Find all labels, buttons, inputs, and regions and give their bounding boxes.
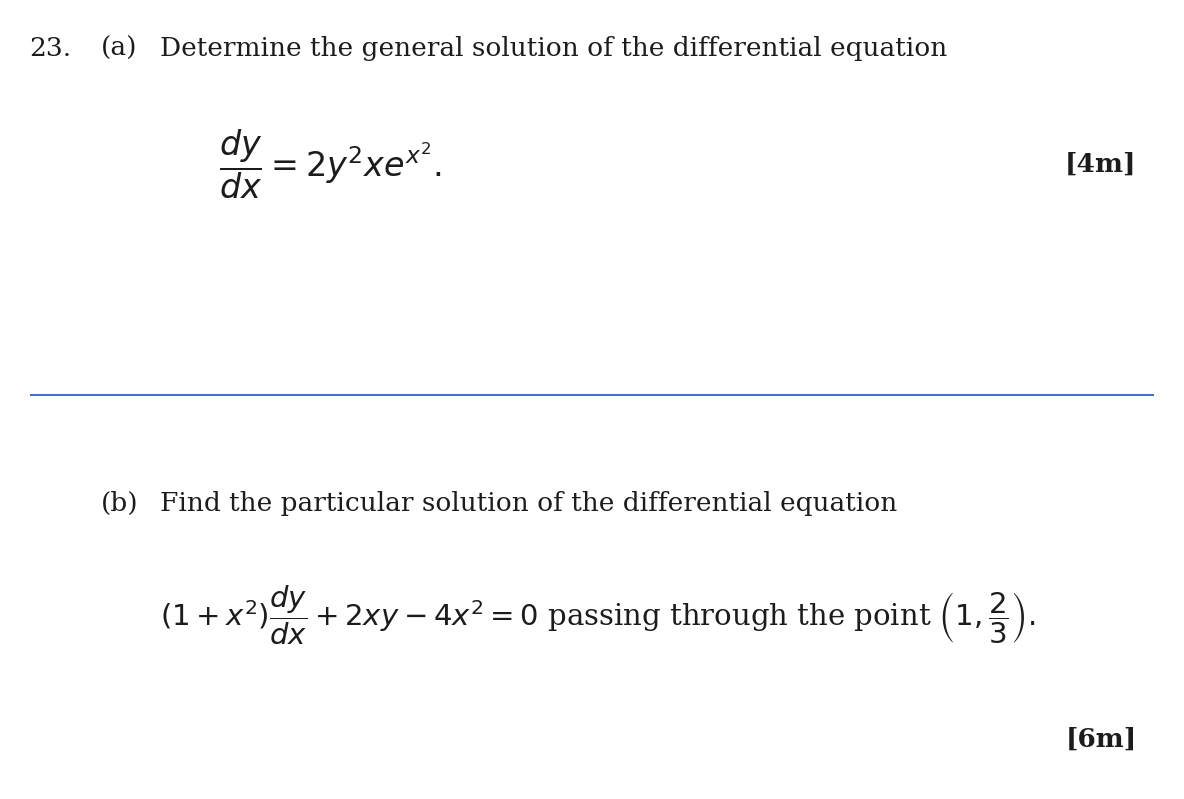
Text: Find the particular solution of the differential equation: Find the particular solution of the diff… — [160, 491, 897, 516]
Text: Determine the general solution of the differential equation: Determine the general solution of the di… — [160, 36, 947, 61]
Text: 23.: 23. — [30, 36, 72, 61]
Text: [6m]: [6m] — [1066, 726, 1137, 752]
Text: (a): (a) — [101, 36, 137, 61]
Text: (b): (b) — [101, 491, 139, 516]
Text: [4m]: [4m] — [1066, 151, 1137, 177]
Text: $(1+x^2)\dfrac{dy}{dx} + 2xy - 4x^2 = 0$ passing through the point $\left(1, \df: $(1+x^2)\dfrac{dy}{dx} + 2xy - 4x^2 = 0$… — [160, 584, 1035, 646]
Text: $\dfrac{dy}{dx} = 2y^2xe^{x^2}.$: $\dfrac{dy}{dx} = 2y^2xe^{x^2}.$ — [219, 127, 442, 201]
